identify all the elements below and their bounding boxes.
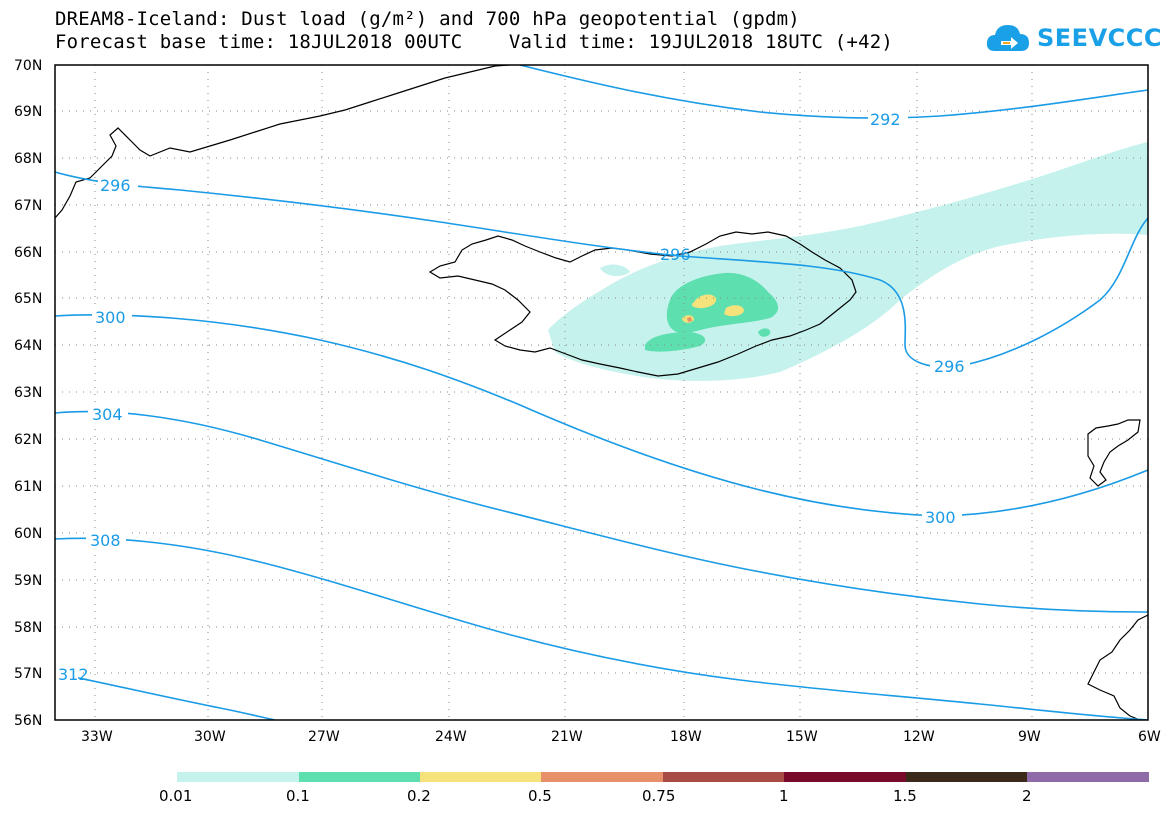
lon-label: 6W bbox=[1138, 729, 1161, 745]
legend-swatch bbox=[299, 772, 420, 782]
lat-label: 69N bbox=[14, 104, 42, 120]
contour-label-300-west: 300 bbox=[95, 308, 126, 327]
legend-label: 0.5 bbox=[528, 787, 552, 805]
contour-label-312: 312 bbox=[58, 665, 89, 684]
lat-label: 62N bbox=[14, 432, 42, 448]
lat-label: 58N bbox=[14, 620, 42, 636]
map-title: DREAM8-Iceland: Dust load (g/m²) and 700… bbox=[55, 8, 800, 30]
dust-area-medium bbox=[666, 272, 779, 334]
contour-label-296-east: 296 bbox=[934, 357, 965, 376]
lon-label: 30W bbox=[194, 729, 226, 745]
geopotential-contours bbox=[55, 65, 1148, 720]
contour-label-292: 292 bbox=[870, 110, 901, 129]
graticule bbox=[55, 65, 1148, 720]
cloud-arrow-icon bbox=[986, 25, 1029, 51]
lat-label: 67N bbox=[14, 198, 42, 214]
lon-label: 18W bbox=[670, 729, 702, 745]
contour-label-308: 308 bbox=[90, 531, 121, 550]
greenland-coast bbox=[55, 65, 511, 219]
color-legend: 0.01 0.1 0.2 0.5 0.75 1 1.5 2 bbox=[159, 772, 1149, 805]
lon-label: 15W bbox=[786, 729, 818, 745]
longitude-axis: 33W 30W 27W 24W 21W 18W 15W 12W 9W 6W bbox=[81, 729, 1161, 745]
dust-area-orange bbox=[687, 317, 692, 322]
legend-swatch bbox=[177, 772, 299, 782]
contour-label-296-west: 296 bbox=[100, 176, 131, 195]
lat-label: 60N bbox=[14, 526, 42, 542]
coastlines bbox=[55, 65, 1148, 720]
seevccc-logo: SEEVCCC bbox=[985, 18, 1162, 58]
legend-swatch bbox=[784, 772, 906, 782]
legend-swatch bbox=[541, 772, 663, 782]
lat-label: 68N bbox=[14, 151, 42, 167]
contour-labels: 292 296 296 296 300 300 304 308 312 bbox=[54, 110, 970, 684]
contour-label-296-center: 296 bbox=[660, 245, 691, 264]
dust-area-light-west bbox=[600, 264, 630, 277]
contour-300 bbox=[55, 314, 1148, 517]
latitude-axis: 70N 69N 68N 67N 66N 65N 64N 63N 62N 61N … bbox=[14, 58, 42, 729]
legend-swatch bbox=[663, 772, 784, 782]
lat-label: 61N bbox=[14, 479, 42, 495]
legend-label: 1 bbox=[779, 787, 789, 805]
contour-label-300-east: 300 bbox=[925, 508, 956, 527]
faroe-islands bbox=[1087, 419, 1141, 487]
lat-label: 70N bbox=[14, 58, 42, 74]
dust-area-medium-south bbox=[645, 332, 706, 352]
dust-area-yellow-1 bbox=[691, 294, 717, 309]
lon-label: 21W bbox=[551, 729, 583, 745]
dust-load-shading bbox=[548, 142, 1148, 381]
legend-swatch bbox=[420, 772, 541, 782]
lat-label: 63N bbox=[14, 385, 42, 401]
contour-292 bbox=[519, 65, 1148, 119]
legend-swatch bbox=[1027, 772, 1149, 782]
contour-308 bbox=[55, 537, 1148, 720]
lon-label: 24W bbox=[435, 729, 467, 745]
legend-label: 1.5 bbox=[893, 787, 917, 805]
legend-label: 0.1 bbox=[286, 787, 310, 805]
lat-label: 59N bbox=[14, 573, 42, 589]
lat-label: 57N bbox=[14, 666, 42, 682]
iceland-coast bbox=[428, 231, 857, 377]
lon-label: 12W bbox=[903, 729, 935, 745]
dust-area-yellow-2 bbox=[724, 305, 744, 317]
contour-304 bbox=[55, 410, 1148, 613]
dust-area-medium-east bbox=[758, 328, 771, 337]
lat-label: 64N bbox=[14, 338, 42, 354]
legend-label: 0.75 bbox=[642, 787, 675, 805]
legend-swatch bbox=[906, 772, 1027, 782]
logo-text: SEEVCCC bbox=[1037, 24, 1162, 52]
lat-label: 65N bbox=[14, 291, 42, 307]
lon-label: 9W bbox=[1018, 729, 1041, 745]
lat-label: 56N bbox=[14, 713, 42, 729]
contour-label-304: 304 bbox=[92, 405, 123, 424]
map-frame bbox=[54, 64, 1149, 721]
legend-label: 2 bbox=[1022, 787, 1032, 805]
contour-296 bbox=[55, 171, 1148, 368]
lon-label: 33W bbox=[81, 729, 113, 745]
lon-label: 27W bbox=[308, 729, 340, 745]
legend-label: 0.01 bbox=[159, 787, 192, 805]
norway-coast bbox=[1087, 614, 1148, 720]
map-subtitle: Forecast base time: 18JUL2018 00UTC Vali… bbox=[55, 31, 894, 53]
lat-label: 66N bbox=[14, 245, 42, 261]
contour-312 bbox=[55, 672, 276, 720]
legend-label: 0.2 bbox=[407, 787, 431, 805]
dust-area-light bbox=[548, 142, 1148, 381]
